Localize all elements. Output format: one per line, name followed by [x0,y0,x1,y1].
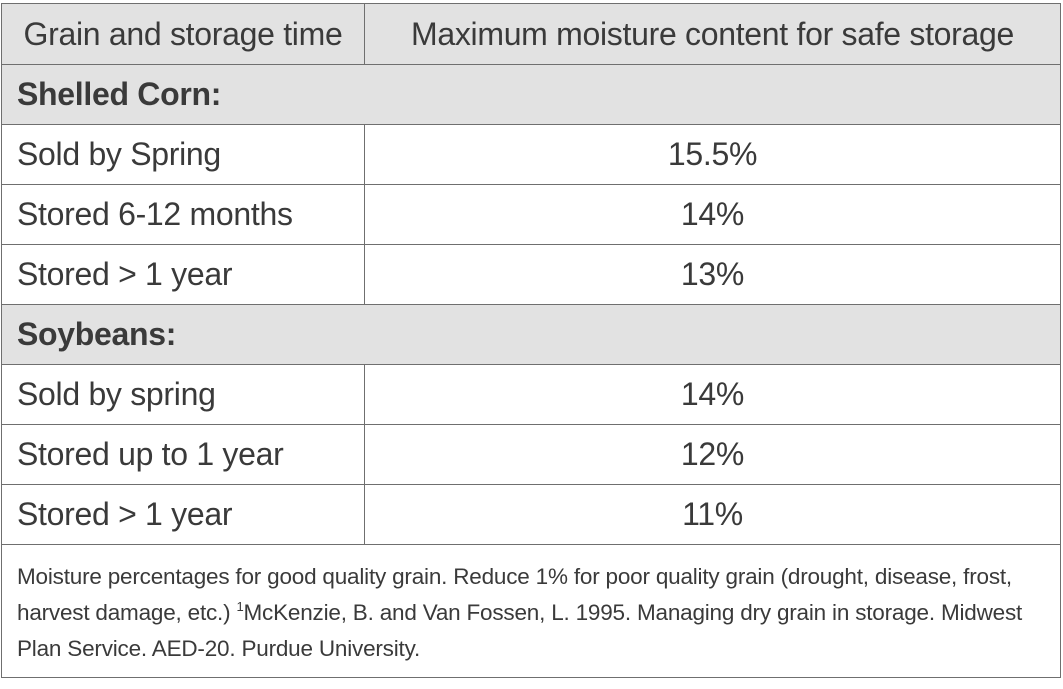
footnote-superscript: 1 [236,599,244,614]
footnote-text: Moisture percentages for good quality gr… [17,564,1012,625]
section-title: Shelled Corn: [17,76,222,112]
row-label: Stored up to 1 year [2,425,365,484]
section-title: Soybeans: [17,316,177,352]
header-max-moisture: Maximum moisture content for safe storag… [410,15,1015,52]
table-row: Stored > 1 year 11% [2,485,1060,545]
row-label: Stored > 1 year [2,245,365,304]
table-row: Stored > 1 year 13% [2,245,1060,305]
row-value: 14% [680,196,745,232]
table-footnote: Moisture percentages for good quality gr… [2,545,1060,667]
row-value: 13% [680,256,745,292]
row-label: Sold by Spring [2,125,365,184]
section-row-shelled-corn: Shelled Corn: [2,65,1060,125]
row-value: 12% [680,436,745,472]
footnote-citation: McKenzie, B. and Van Fossen, L. 1995. Ma… [17,600,1023,661]
row-value: 11% [682,496,743,532]
moisture-table: Grain and storage time Maximum moisture … [1,3,1061,678]
row-label: Stored > 1 year [2,485,365,544]
row-value: 15.5% [667,136,758,172]
header-grain-storage-time: Grain and storage time [2,4,365,64]
row-label: Stored 6-12 months [2,185,365,244]
row-label: Sold by spring [2,365,365,424]
table-row: Sold by Spring 15.5% [2,125,1060,185]
table-row: Stored up to 1 year 12% [2,425,1060,485]
table-header-row: Grain and storage time Maximum moisture … [2,4,1060,65]
row-value: 14% [680,376,745,412]
section-row-soybeans: Soybeans: [2,305,1060,365]
table-row: Stored 6-12 months 14% [2,185,1060,245]
table-row: Sold by spring 14% [2,365,1060,425]
